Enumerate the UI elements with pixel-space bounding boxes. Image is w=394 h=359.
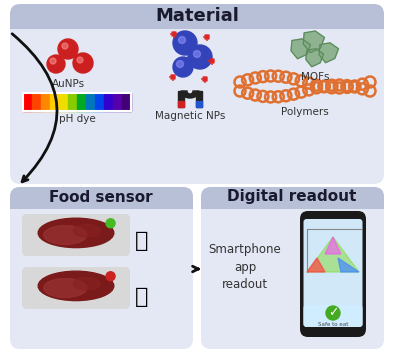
Bar — [23, 93, 32, 111]
FancyBboxPatch shape — [10, 187, 193, 209]
Circle shape — [106, 272, 115, 281]
Bar — [178, 91, 184, 107]
FancyBboxPatch shape — [10, 187, 193, 349]
Bar — [59, 93, 68, 111]
Ellipse shape — [38, 271, 114, 300]
FancyBboxPatch shape — [22, 267, 130, 309]
Polygon shape — [181, 91, 199, 98]
Ellipse shape — [44, 279, 87, 298]
Bar — [50, 93, 59, 111]
Text: Polymers: Polymers — [281, 107, 329, 117]
Text: Magnetic NPs: Magnetic NPs — [155, 111, 225, 121]
Circle shape — [188, 45, 212, 69]
Ellipse shape — [38, 218, 114, 248]
Polygon shape — [319, 43, 338, 63]
Circle shape — [62, 43, 68, 49]
FancyBboxPatch shape — [10, 198, 193, 209]
Ellipse shape — [44, 225, 87, 244]
Bar — [104, 93, 113, 111]
Polygon shape — [306, 49, 323, 67]
Bar — [32, 93, 41, 111]
Text: ✓: ✓ — [328, 307, 338, 320]
Text: AuNPs: AuNPs — [52, 79, 85, 89]
Circle shape — [47, 55, 65, 73]
Circle shape — [178, 37, 186, 43]
Bar — [113, 93, 122, 111]
Text: Food sensor: Food sensor — [49, 190, 153, 205]
Bar — [196, 91, 202, 107]
Bar — [178, 101, 184, 107]
FancyBboxPatch shape — [300, 211, 366, 337]
Circle shape — [173, 31, 197, 55]
Text: Safe to eat: Safe to eat — [318, 322, 348, 326]
Text: pH dye: pH dye — [59, 114, 95, 124]
Ellipse shape — [73, 278, 100, 290]
Circle shape — [173, 57, 193, 77]
Text: Material: Material — [155, 7, 239, 25]
FancyBboxPatch shape — [303, 219, 362, 327]
FancyBboxPatch shape — [10, 4, 384, 29]
Circle shape — [177, 61, 184, 67]
Bar — [86, 93, 95, 111]
Circle shape — [326, 306, 340, 320]
Polygon shape — [325, 237, 341, 254]
Bar — [95, 93, 104, 111]
Bar — [122, 93, 131, 111]
FancyBboxPatch shape — [201, 187, 384, 349]
Circle shape — [106, 219, 115, 228]
Text: Smartphone
app
readout: Smartphone app readout — [209, 242, 281, 292]
Bar — [77, 93, 86, 111]
Bar — [68, 93, 77, 111]
Bar — [196, 101, 202, 107]
FancyBboxPatch shape — [10, 17, 384, 29]
Text: 👍: 👍 — [135, 231, 149, 251]
Text: Digital readout: Digital readout — [227, 190, 357, 205]
FancyBboxPatch shape — [201, 187, 384, 209]
Polygon shape — [303, 31, 325, 53]
FancyBboxPatch shape — [22, 214, 130, 256]
FancyBboxPatch shape — [303, 305, 362, 327]
Ellipse shape — [73, 224, 100, 237]
Text: 👎: 👎 — [135, 287, 149, 307]
Bar — [41, 93, 50, 111]
Circle shape — [73, 53, 93, 73]
Circle shape — [58, 39, 78, 59]
Circle shape — [77, 57, 83, 63]
Polygon shape — [307, 237, 359, 272]
FancyBboxPatch shape — [10, 6, 384, 184]
FancyBboxPatch shape — [201, 198, 384, 209]
Polygon shape — [338, 258, 359, 272]
Polygon shape — [307, 258, 325, 272]
Bar — [23, 93, 131, 111]
Circle shape — [193, 51, 201, 57]
Circle shape — [50, 58, 56, 64]
Text: MOFs: MOFs — [301, 72, 329, 82]
Polygon shape — [291, 39, 310, 59]
